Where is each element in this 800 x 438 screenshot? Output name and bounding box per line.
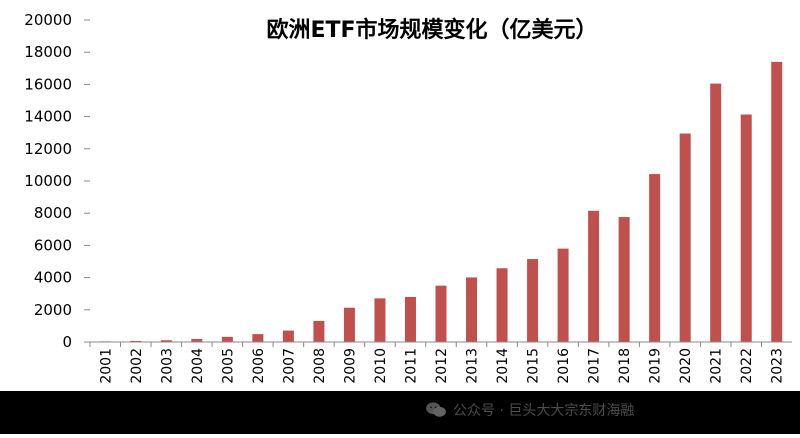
bar-2016 — [557, 248, 569, 342]
y-tick-label: 20000 — [24, 11, 72, 29]
y-tick-label: 12000 — [24, 140, 72, 158]
x-tick-label: 2017 — [587, 348, 603, 384]
bar-2022 — [740, 114, 752, 342]
x-axis-ticks: 2001 2002 2003 2004 2005 2006 2007 2008 2009 2010… — [89, 342, 786, 384]
x-tick-label: 2021 — [709, 348, 725, 384]
bar-2020 — [679, 133, 691, 342]
x-tick-label: 2016 — [556, 348, 572, 384]
bar-2009 — [343, 307, 355, 342]
bar-2013 — [466, 277, 478, 342]
bar-2005 — [221, 336, 233, 342]
x-tick-label: 2005 — [220, 348, 236, 384]
x-tick-label: 2004 — [190, 348, 206, 384]
bar-2021 — [710, 83, 722, 342]
y-tick-label: 0 — [62, 333, 72, 351]
bar-2017 — [588, 210, 600, 342]
y-tick-label: 2000 — [34, 301, 72, 319]
bar-2004 — [191, 338, 203, 342]
x-tick-label: 2015 — [526, 348, 542, 384]
watermark: 公众号 · 巨头大大宗东财海融 — [425, 400, 634, 420]
x-tick-label: 2022 — [739, 348, 755, 384]
x-tick-label: 2018 — [617, 348, 633, 384]
y-tick-label: 6000 — [34, 236, 72, 254]
x-tick-label: 2003 — [159, 348, 175, 384]
footer-bar — [0, 391, 800, 434]
x-tick-label: 2002 — [129, 348, 145, 384]
bar-2012 — [435, 285, 447, 342]
x-tick-label: 2010 — [373, 348, 389, 384]
x-tick-label: 2009 — [342, 348, 358, 384]
bar-2014 — [496, 268, 508, 342]
watermark-text: 公众号 · 巨头大大宗东财海融 — [453, 403, 635, 419]
bar-2010 — [374, 298, 386, 342]
bar-2008 — [313, 320, 325, 342]
x-tick-label: 2014 — [495, 348, 511, 384]
bar-2006 — [252, 334, 264, 342]
y-tick-label: 10000 — [24, 172, 72, 190]
bar-2011 — [404, 296, 416, 342]
x-tick-label: 2019 — [648, 348, 664, 384]
bars — [99, 61, 783, 343]
chart-title: 欧洲ETF市场规模变化（亿美元） — [266, 17, 597, 43]
y-tick-label: 14000 — [24, 108, 72, 126]
x-tick-label: 2006 — [251, 348, 267, 384]
x-tick-label: 2007 — [281, 348, 297, 384]
y-tick-label: 8000 — [34, 204, 72, 222]
y-tick-label: 16000 — [24, 75, 72, 93]
bar-2018 — [618, 217, 630, 342]
x-tick-label: 2001 — [98, 348, 114, 384]
x-tick-label: 2008 — [312, 348, 328, 384]
wechat-icon — [426, 402, 446, 417]
x-tick-label: 2013 — [465, 348, 481, 384]
y-axis-ticks: 0 2000 4000 6000 8000 10000 12000 14000 16000 180… — [24, 11, 90, 351]
y-tick-label: 18000 — [24, 43, 72, 61]
bar-2015 — [527, 259, 539, 342]
bar-2003 — [160, 340, 172, 342]
bar-2007 — [282, 330, 294, 342]
x-tick-label: 2012 — [434, 348, 450, 384]
bar-2002 — [130, 340, 142, 342]
bar-2023 — [771, 61, 783, 343]
y-tick-label: 4000 — [34, 269, 72, 287]
x-tick-label: 2023 — [770, 348, 786, 384]
bar-2019 — [649, 174, 661, 342]
x-tick-label: 2020 — [678, 348, 694, 384]
x-tick-label: 2011 — [403, 348, 419, 384]
